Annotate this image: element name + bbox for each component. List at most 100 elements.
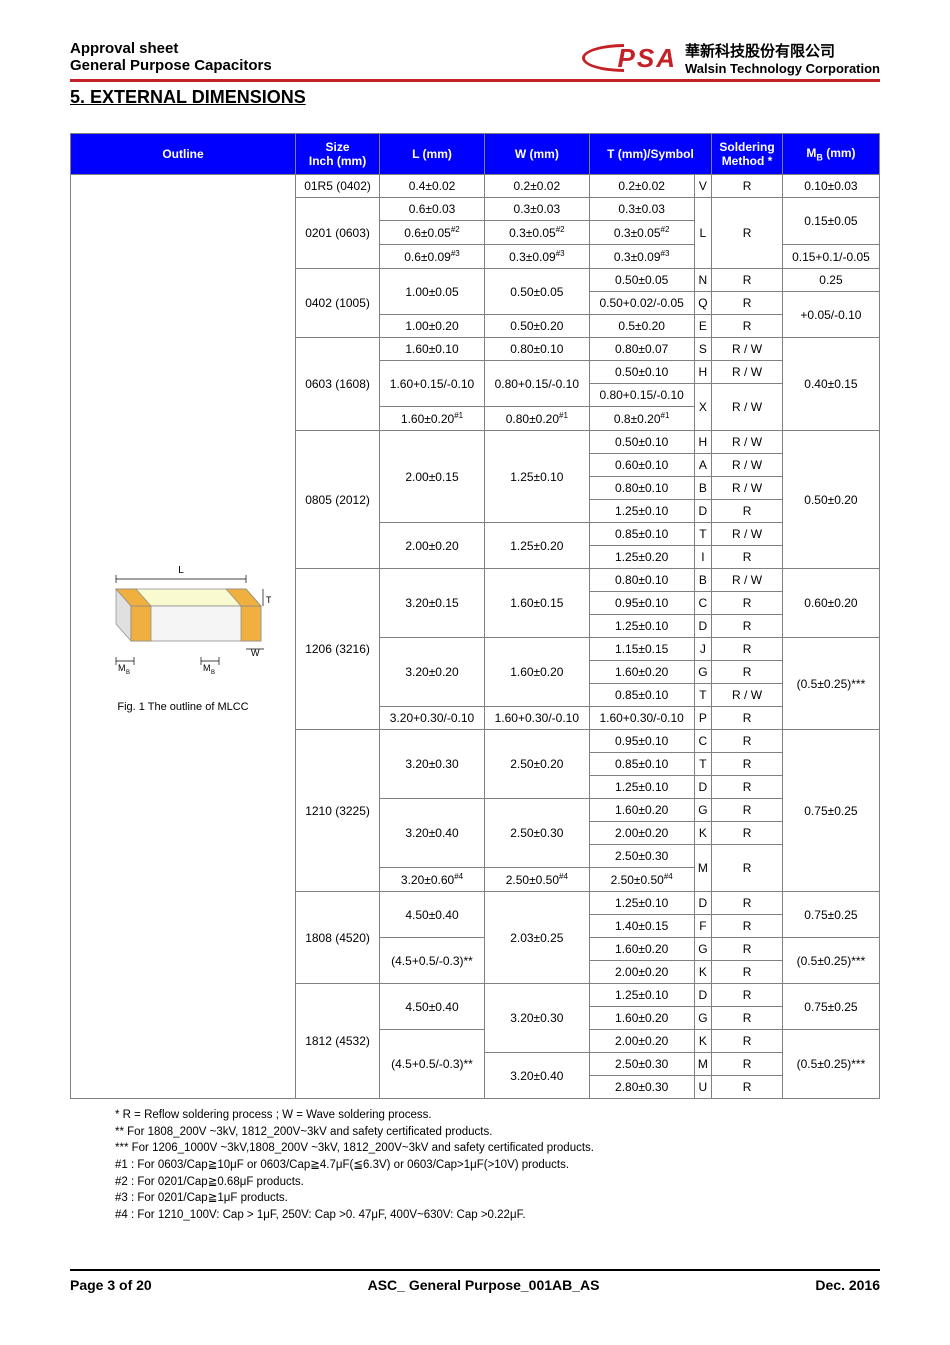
table-cell: 2.03±0.25 [484,892,589,984]
table-cell: 2.50±0.50#4 [589,868,694,892]
table-cell: 0.2±0.02 [589,175,694,198]
company-name-block: 華新科技股份有限公司 Walsin Technology Corporation [685,40,880,76]
table-cell: T [694,684,712,707]
table-cell: 1.60±0.15 [484,569,589,638]
svg-text:L: L [178,565,184,576]
table-cell: 2.00±0.20 [589,961,694,984]
table-cell: R [712,661,783,684]
table-cell: R [712,638,783,661]
table-cell: R [712,1007,783,1030]
th-W: W (mm) [484,134,589,175]
company-name-en: Walsin Technology Corporation [685,61,880,76]
table-cell: (0.5±0.25)*** [782,938,879,984]
footnote-line: *** For 1206_1000V ~3kV,1808_200V ~3kV, … [115,1140,880,1157]
table-cell: K [694,822,712,845]
table-cell: 0.3±0.05#2 [484,221,589,245]
footnotes: * R = Reflow soldering process ; W = Wav… [70,1107,880,1224]
sheet-subtitle: General Purpose Capacitors [70,57,272,74]
table-cell: 4.50±0.40 [380,984,485,1030]
table-cell: 0.4±0.02 [380,175,485,198]
table-cell: G [694,799,712,822]
table-cell: 0.6±0.03 [380,198,485,221]
table-cell: C [694,592,712,615]
th-T: T (mm)/Symbol [589,134,711,175]
table-cell: (4.5+0.5/-0.3)** [380,1030,485,1099]
table-cell: 0.85±0.10 [589,753,694,776]
table-cell: (0.5±0.25)*** [782,638,879,730]
th-L: L (mm) [380,134,485,175]
table-cell: A [694,454,712,477]
table-cell: 3.20±0.30 [484,984,589,1053]
table-cell: 3.20±0.15 [380,569,485,638]
table-cell: 3.20±0.20 [380,638,485,707]
section-title: 5. EXTERNAL DIMENSIONS [70,87,880,108]
table-cell: (4.5+0.5/-0.3)** [380,938,485,984]
table-cell: 0.15+0.1/-0.05 [782,245,879,269]
mlcc-svg: L T W MB MB [96,561,271,691]
table-cell: 0.85±0.10 [589,684,694,707]
table-cell: 0.50±0.20 [782,431,879,569]
table-cell: R [712,546,783,569]
table-cell: C [694,730,712,753]
table-cell: R [712,845,783,892]
table-cell: 2.80±0.30 [589,1076,694,1099]
table-cell: 0.80±0.10 [484,338,589,361]
table-cell: +0.05/-0.10 [782,292,879,338]
table-row: L T W MB MB [71,175,880,198]
table-cell: R [712,776,783,799]
table-cell: R [712,1053,783,1076]
table-cell: R / W [712,684,783,707]
table-cell: 0.6±0.09#3 [380,245,485,269]
header-left: Approval sheet General Purpose Capacitor… [70,40,272,74]
table-cell: 1.60+0.15/-0.10 [380,361,485,407]
table-cell: R / W [712,338,783,361]
document-id: ASC_ General Purpose_001AB_AS [368,1277,600,1293]
table-cell: R [712,175,783,198]
table-cell: 0805 (2012) [296,431,380,569]
table-cell: P [694,707,712,730]
table-cell: 1.25±0.10 [589,615,694,638]
table-cell: 1.60±0.20 [589,1007,694,1030]
table-cell: R / W [712,569,783,592]
table-cell: D [694,776,712,799]
table-cell: 0.80+0.15/-0.10 [589,384,694,407]
table-cell: X [694,384,712,431]
table-cell: D [694,984,712,1007]
table-cell: 0.50±0.05 [589,269,694,292]
th-soldering: Soldering Method * [712,134,783,175]
table-cell: R [712,315,783,338]
table-cell: 1206 (3216) [296,569,380,730]
table-cell: 4.50±0.40 [380,892,485,938]
table-cell: T [694,753,712,776]
table-cell: 0.95±0.10 [589,730,694,753]
table-cell: 0.50±0.05 [484,269,589,315]
table-cell: 0.3±0.05#2 [589,221,694,245]
table-cell: R [712,198,783,269]
table-cell: R [712,730,783,753]
svg-text:M: M [118,663,126,673]
footnote-line: #2 : For 0201/Cap≧0.68μF products. [115,1174,880,1191]
table-cell: 0.95±0.10 [589,592,694,615]
table-cell: 0.3±0.03 [589,198,694,221]
table-cell: I [694,546,712,569]
mlcc-diagram: L T W MB MB [96,561,271,713]
table-cell: 1.00±0.05 [380,269,485,315]
table-cell: R [712,822,783,845]
table-cell: 0.75±0.25 [782,730,879,892]
table-cell: D [694,615,712,638]
table-cell: 0.80±0.10 [589,477,694,500]
table-cell: 0.50±0.20 [484,315,589,338]
page-number: Page 3 of 20 [70,1277,152,1293]
table-cell: 3.20±0.40 [484,1053,589,1099]
table-cell: 1.40±0.15 [589,915,694,938]
table-cell: 1.60±0.20 [484,638,589,707]
table-cell: 1.60±0.20#1 [380,407,485,431]
table-cell: 2.50±0.30 [589,1053,694,1076]
table-cell: R [712,592,783,615]
table-cell: H [694,361,712,384]
table-cell: Q [694,292,712,315]
table-cell: 3.20±0.40 [380,799,485,868]
table-cell: R / W [712,431,783,454]
logo-text: PSA [618,43,677,74]
table-cell: R [712,500,783,523]
